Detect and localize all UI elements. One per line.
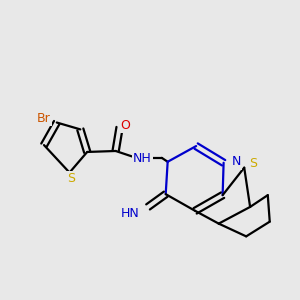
Text: O: O — [121, 119, 130, 132]
Text: NH: NH — [133, 152, 152, 165]
Text: S: S — [249, 157, 257, 170]
Text: Br: Br — [37, 112, 51, 125]
Text: HN: HN — [121, 207, 139, 220]
Text: S: S — [68, 172, 76, 185]
Text: N: N — [232, 155, 241, 168]
